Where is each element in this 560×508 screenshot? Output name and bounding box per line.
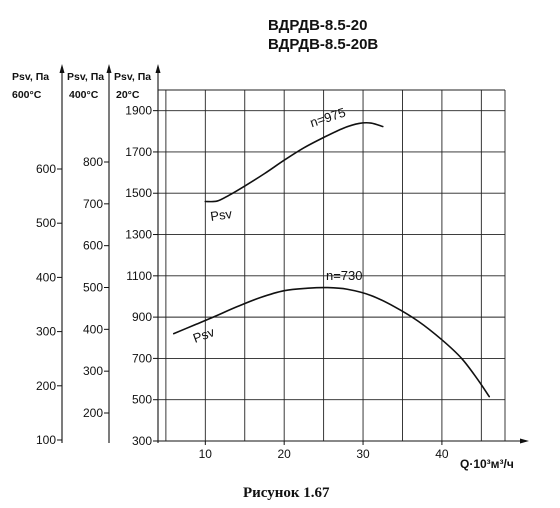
y-tick-label-axis600: 100 [36, 433, 56, 447]
figure-caption: Рисунок 1.67 [243, 485, 330, 501]
curve-label-n730: n=730 [326, 268, 363, 283]
y-tick-label-20c: 300 [132, 434, 152, 448]
axis-header-600c-line-1: Psv, Па [12, 71, 49, 83]
y-axis-400c: 200 300 400 500 600 700 800 [83, 155, 109, 420]
y-tick-label-axis400: 500 [83, 281, 103, 295]
curve-n-730 [172, 286, 491, 398]
axis-header-20c-line-1: Psv, Па [114, 71, 151, 83]
y-tick-label-axis600: 500 [36, 216, 56, 230]
x-tick-label: 20 [278, 447, 292, 461]
y-tick-label-20c: 700 [132, 351, 152, 365]
chart-grid [158, 89, 506, 441]
y-tick-label-axis400: 600 [83, 239, 103, 253]
y-tick-label-20c: 1300 [125, 228, 152, 242]
y-axis-20c: 300 500 700 900 1100 1300 1500 1700 1900 [125, 104, 158, 448]
curve-label-n975: n=975 [308, 105, 347, 131]
curve-n-975 [204, 121, 384, 203]
y-tick-label-20c: 900 [132, 310, 152, 324]
x-axis: 10 20 30 40 [199, 441, 449, 461]
x-axis-label: Q·10³м³/ч [460, 457, 514, 471]
y-tick-label-axis600: 200 [36, 379, 56, 393]
axis-header-400c-line-2: 400°C [69, 89, 99, 101]
axis-header-600c-line-2: 600°C [12, 89, 42, 101]
chart-title-line-1: ВДРДВ-8.5-20 [268, 17, 367, 34]
curve-psv-label-lower: Psv [191, 324, 217, 346]
y-tick-label-20c: 1700 [125, 145, 152, 159]
y-tick-label-axis400: 800 [83, 155, 103, 169]
axis-header-400c-line-1: Psv, Па [67, 71, 104, 83]
y-tick-label-axis400: 200 [83, 406, 103, 420]
y-tick-label-axis400: 700 [83, 197, 103, 211]
axis-header-20c-line-2: 20°C [116, 89, 140, 101]
y-tick-label-20c: 1500 [125, 186, 152, 200]
y-tick-label-axis600: 600 [36, 162, 56, 176]
y-tick-label-axis400: 400 [83, 322, 103, 336]
y-tick-label-20c: 1900 [125, 104, 152, 118]
x-tick-label: 10 [199, 447, 213, 461]
y-tick-label-20c: 1100 [126, 269, 152, 283]
axis-header-600c: Psv, Па 600°C [12, 71, 49, 101]
y-tick-label-axis600: 400 [36, 270, 56, 284]
axis-header-400c: Psv, Па 400°C [67, 71, 104, 101]
y-tick-label-20c: 500 [132, 393, 152, 407]
x-tick-label: 40 [435, 447, 449, 461]
x-tick-label: 30 [356, 447, 370, 461]
curve-psv-label-upper: Psv [209, 206, 233, 224]
chart-title-line-2: ВДРДВ-8.5-20В [268, 36, 378, 53]
axis-header-20c: Psv, Па 20°C [114, 71, 151, 101]
y-axis-600c: 100 200 300 400 500 600 [36, 162, 62, 447]
y-tick-label-axis600: 300 [36, 325, 56, 339]
axis-arrows [59, 64, 529, 444]
y-tick-label-axis400: 300 [83, 364, 103, 378]
